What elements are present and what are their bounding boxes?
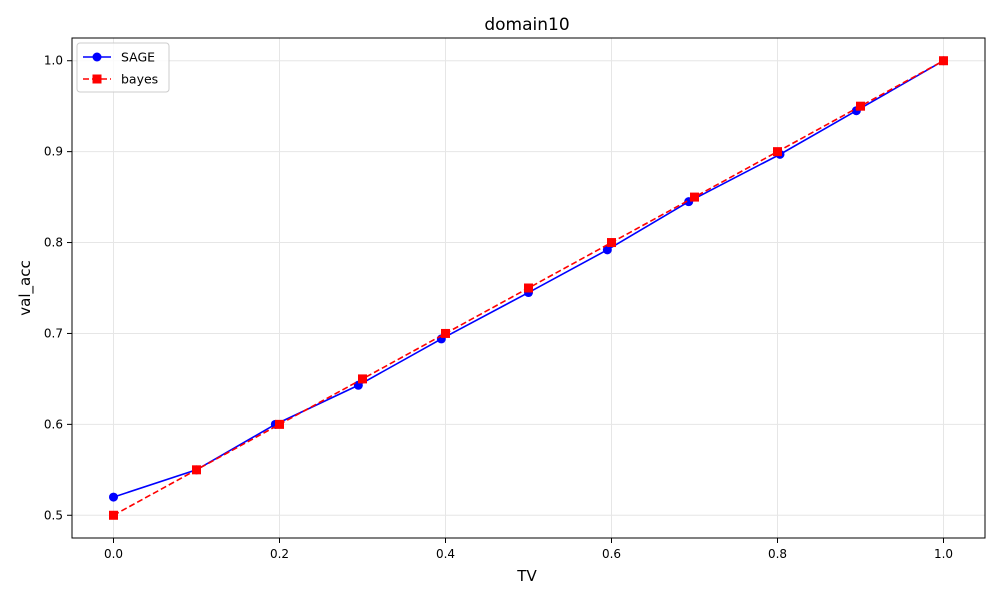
legend-marker-sage (92, 52, 102, 62)
legend-entry-sage: SAGE (83, 50, 155, 65)
data-point-bayes (939, 56, 948, 66)
data-point-bayes (690, 192, 699, 202)
data-point-sage (109, 492, 118, 502)
data-point-bayes (524, 283, 533, 293)
x-tick-label: 0.8 (768, 547, 787, 561)
x-tick-label: 1.0 (934, 547, 953, 561)
legend-label-sage: SAGE (121, 50, 155, 65)
data-point-bayes (358, 374, 367, 384)
y-tick-label: 0.8 (44, 236, 63, 250)
y-tick-label: 0.5 (44, 508, 63, 522)
data-point-bayes (773, 147, 782, 157)
y-tick-label: 1.0 (44, 54, 63, 68)
series-bayes (109, 56, 948, 520)
legend: SAGE bayes (76, 42, 170, 93)
data-point-sage (602, 245, 612, 255)
series-layer (109, 56, 948, 520)
y-tick-label: 0.7 (44, 326, 63, 340)
x-tick-label: 0.6 (602, 547, 621, 561)
x-axis-label: TV (516, 567, 537, 585)
x-tick-label: 0.2 (270, 547, 289, 561)
legend-label-bayes: bayes (121, 72, 158, 87)
plot-frame (71, 37, 986, 539)
y-tick-label: 0.6 (44, 417, 63, 431)
grid (72, 38, 985, 538)
data-point-bayes (441, 328, 450, 338)
chart-title: domain10 (484, 15, 569, 35)
y-tick-label: 0.9 (44, 145, 63, 159)
data-point-bayes (192, 465, 201, 475)
legend-marker-bayes (92, 74, 102, 84)
data-point-bayes (856, 101, 865, 111)
data-point-bayes (109, 510, 118, 520)
x-tick-label: 0.0 (104, 547, 123, 561)
data-point-bayes (275, 419, 284, 429)
legend-entry-bayes: bayes (83, 72, 158, 87)
x-tick-label: 0.4 (436, 547, 455, 561)
y-axis-label: val_acc (16, 260, 35, 315)
axis-ticks: 0.0 0.2 0.4 0.6 0.8 1.0 0.5 0.6 0.7 0.8 0.9 1.0 (44, 54, 953, 561)
data-point-bayes (607, 238, 616, 248)
